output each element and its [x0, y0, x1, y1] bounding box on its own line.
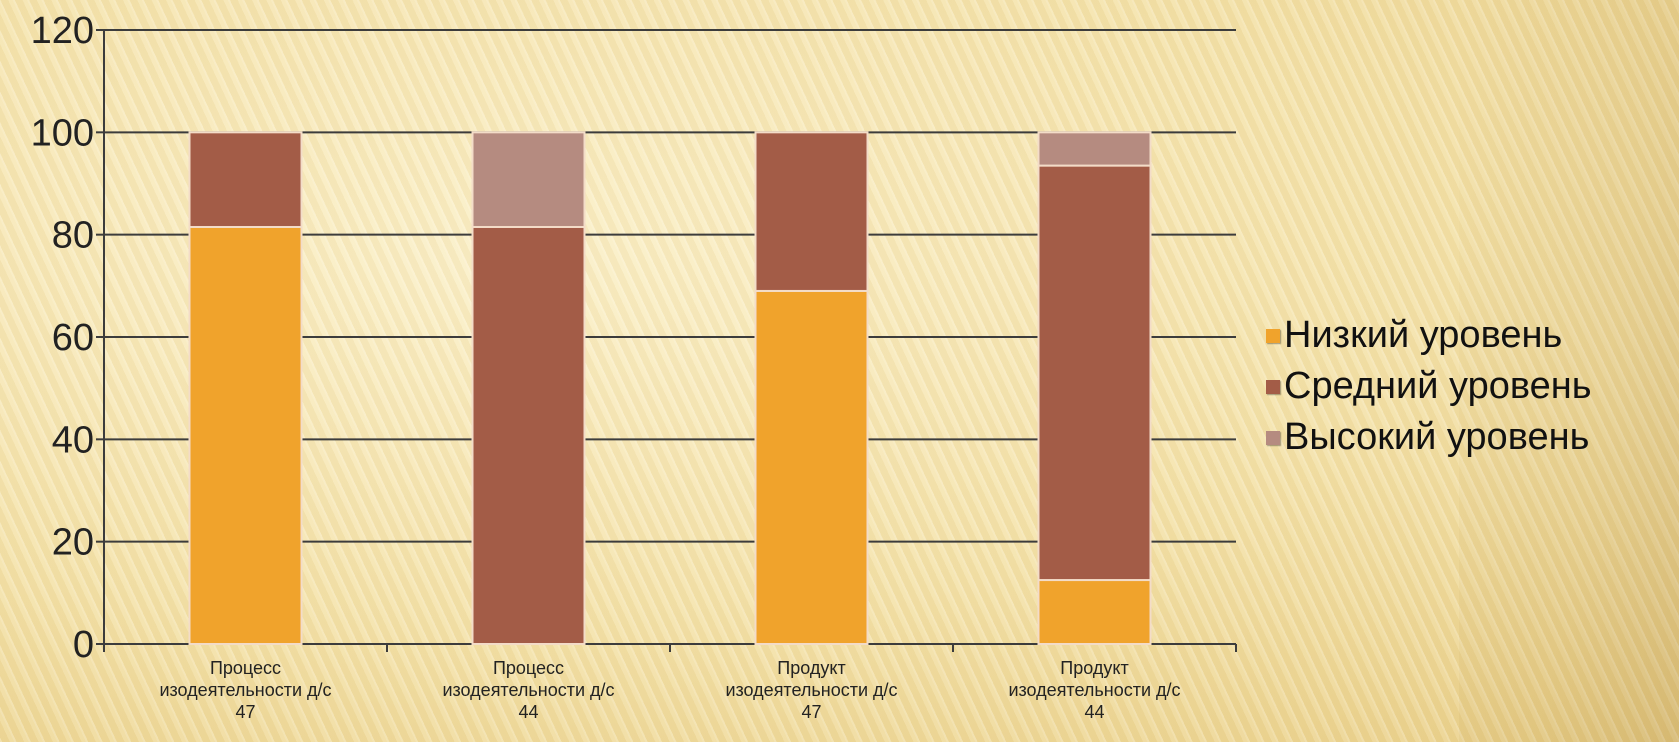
- legend-label: Средний уровень: [1284, 365, 1592, 407]
- x-tick-label: Продукт: [777, 658, 845, 678]
- bar-segment: [1037, 579, 1152, 646]
- y-tick-label: 80: [52, 215, 94, 257]
- bar-segment: [188, 131, 303, 228]
- x-tick-label: изодеятельности д/с: [442, 680, 614, 700]
- x-tick-label: изодеятельности д/с: [1008, 680, 1180, 700]
- legend-item: Низкий уровень: [1266, 310, 1592, 361]
- x-tick-label: изодеятельности д/с: [159, 680, 331, 700]
- legend-swatch: [1266, 328, 1280, 343]
- y-tick-label: 20: [52, 522, 94, 564]
- y-tick-label: 0: [73, 624, 94, 666]
- x-tick-label: Процесс: [493, 658, 564, 678]
- y-tick-label: 100: [31, 112, 94, 154]
- legend-swatch: [1266, 379, 1280, 394]
- y-tick-labels: 0 20 40 60 80 100 120: [31, 10, 94, 666]
- x-tick-label: 47: [235, 702, 255, 722]
- legend-item: Средний уровень: [1266, 361, 1592, 412]
- bar-segment: [471, 225, 586, 645]
- y-tick-label: 120: [31, 10, 94, 52]
- legend: Низкий уровень Средний уровень Высокий уро…: [1266, 310, 1592, 463]
- bar-segment: [754, 289, 869, 645]
- bars: [188, 131, 1152, 646]
- background-shade: [1459, 0, 1679, 742]
- bar-segment: [188, 225, 303, 645]
- bar-segment: [1037, 131, 1152, 167]
- legend-label: Низкий уровень: [1284, 314, 1563, 356]
- x-tick-label: Продукт: [1060, 658, 1128, 678]
- x-tick-label: 44: [518, 702, 538, 722]
- x-tick-label: изодеятельности д/с: [725, 680, 897, 700]
- x-tick-label: 47: [801, 702, 821, 722]
- legend-item: Высокий уровень: [1266, 412, 1592, 463]
- bar-segment: [1037, 164, 1152, 582]
- bar-segment: [754, 131, 869, 292]
- bar-segment: [471, 131, 586, 228]
- legend-label: Высокий уровень: [1284, 416, 1590, 458]
- y-tick-label: 60: [52, 317, 94, 359]
- legend-swatch: [1266, 430, 1280, 445]
- y-tick-label: 40: [52, 419, 94, 461]
- x-tick-label: 44: [1084, 702, 1104, 722]
- x-tick-label: Процесс: [210, 658, 281, 678]
